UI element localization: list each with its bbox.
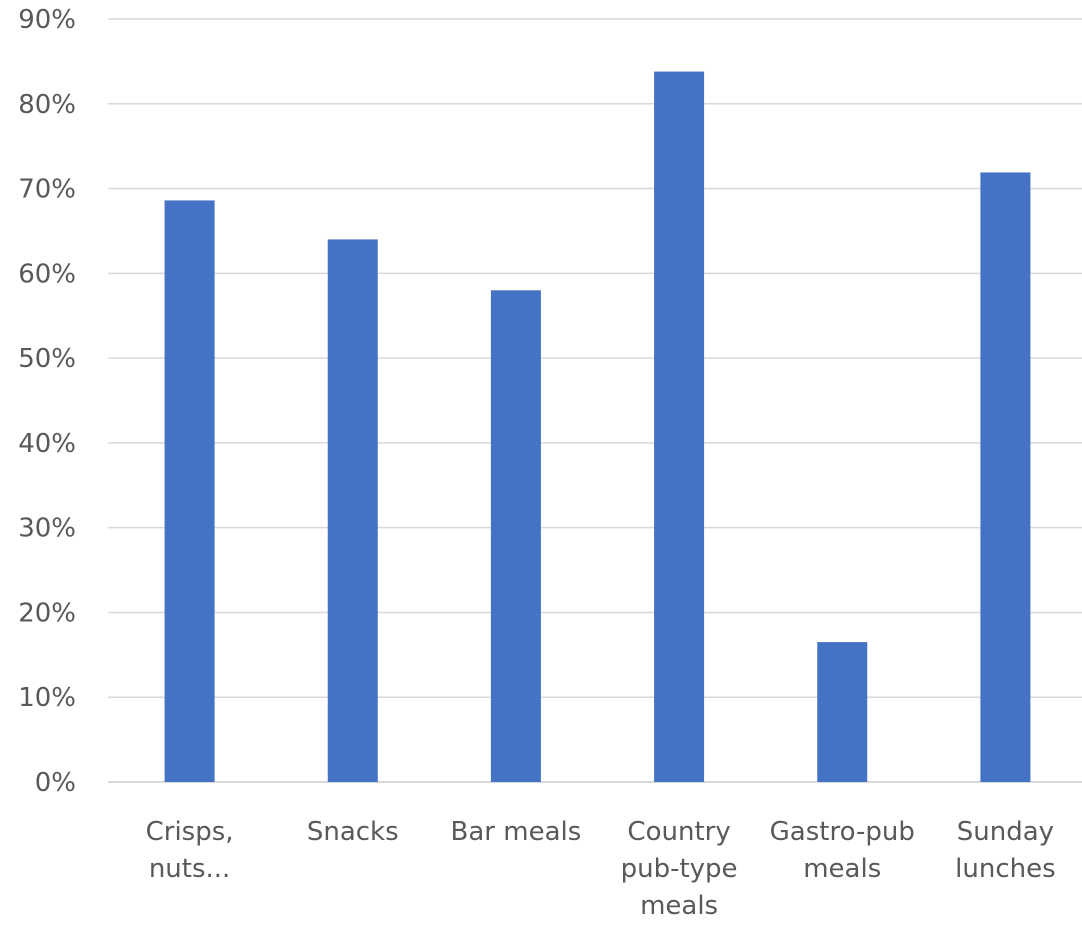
y-tick-label: 40% [18,429,76,459]
bars [164,71,1031,783]
y-tick-label: 20% [18,598,76,628]
y-tick-label: 80% [18,90,76,120]
bar [164,200,215,782]
bar [817,642,868,782]
bar [327,239,378,782]
bar [490,290,541,782]
y-tick-label: 60% [18,259,76,289]
y-tick-label: 70% [18,175,76,205]
x-axis-tick-labels: Crisps, nuts... Snacks Bar meals Country pub-… [146,817,1056,921]
y-tick-label: 50% [18,344,76,374]
y-tick-label: 0% [35,768,76,798]
x-tick-label: Country pub-type meals [621,817,738,921]
x-tick-label: Crisps, nuts... [146,817,234,884]
bar [654,71,705,782]
x-tick-label: Snacks [307,817,399,847]
y-tick-label: 10% [18,683,76,713]
x-tick-label: Bar meals [451,817,582,847]
x-tick-label: Sunday lunches [955,817,1056,884]
gridlines [108,18,1082,783]
bar [980,172,1031,783]
y-tick-label: 30% [18,514,76,544]
y-tick-label: 90% [18,5,76,35]
y-axis-tick-labels: 0% 10% 20% 30% 40% 50% 60% 70% 80% 90% [18,5,76,798]
x-tick-label: Gastro-pub meals [770,817,915,884]
